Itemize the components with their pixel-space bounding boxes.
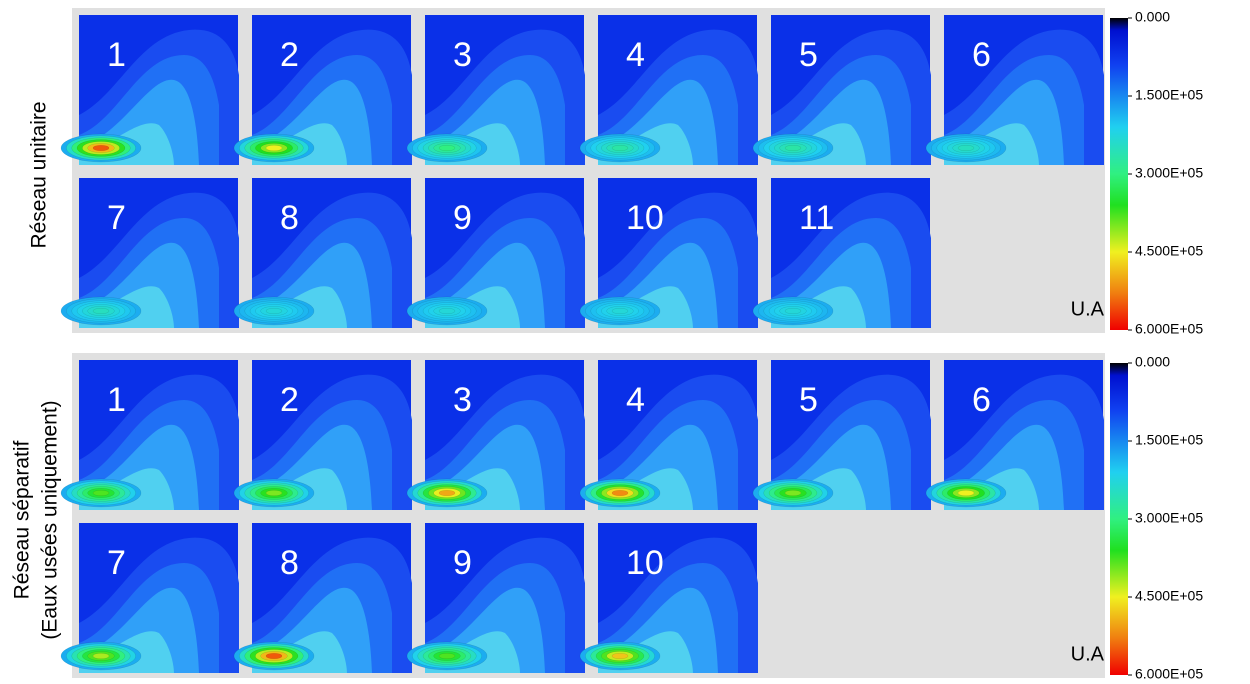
- row-label: Réseau séparatif: [11, 440, 34, 599]
- panel-number: 2: [280, 36, 299, 74]
- panel-number: 7: [107, 544, 126, 582]
- peak-spot: [265, 307, 283, 315]
- panel-number: 9: [453, 199, 472, 237]
- colorbar: [1110, 363, 1128, 675]
- colorbar-label: 1.500E+05: [1135, 87, 1203, 103]
- colorbar-label: 1.500E+05: [1135, 432, 1203, 448]
- row-label: (Eaux usées uniquement): [39, 400, 62, 639]
- colorbar-label: 6.000E+05: [1135, 666, 1203, 682]
- contour-panel: 6: [925, 15, 1104, 165]
- contour-panel: 1: [60, 15, 239, 165]
- peak-spot: [784, 144, 802, 152]
- colorbar-label: 0.000: [1135, 354, 1170, 370]
- panel-number: 4: [626, 381, 645, 419]
- panel-number: 10: [626, 544, 664, 582]
- panel-number: 6: [972, 381, 991, 419]
- contour-panel: 3: [406, 360, 585, 510]
- contour-panel: 3: [406, 15, 585, 165]
- peak-spot: [92, 489, 110, 497]
- panel-background: [72, 8, 1105, 333]
- peak-spot: [957, 144, 975, 152]
- contour-panel: 10: [579, 523, 758, 673]
- contour-panel: 4: [579, 360, 758, 510]
- colorbar-label: 3.000E+05: [1135, 510, 1203, 526]
- panel-number: 7: [107, 199, 126, 237]
- peak-spot: [265, 489, 283, 497]
- panel-number: 2: [280, 381, 299, 419]
- panel-number: 11: [799, 199, 834, 237]
- colorbar-label: 3.000E+05: [1135, 165, 1203, 181]
- panel-number: 6: [972, 36, 991, 74]
- peak-spot: [92, 652, 110, 660]
- unit-label: U.A: [1071, 298, 1105, 320]
- panel-number: 5: [799, 381, 818, 419]
- contour-panel: 7: [60, 523, 239, 673]
- panel-number: 10: [626, 199, 664, 237]
- panel-number: 1: [107, 36, 126, 74]
- contour-panel: 4: [579, 15, 758, 165]
- peak-spot: [611, 144, 629, 152]
- panel-number: 8: [280, 544, 299, 582]
- colorbar-label: 4.500E+05: [1135, 588, 1203, 604]
- contour-panel: 5: [752, 360, 931, 510]
- contour-panel: 2: [233, 15, 412, 165]
- panel-number: 8: [280, 199, 299, 237]
- peak-spot: [611, 307, 629, 315]
- peak-spot: [92, 307, 110, 315]
- panel-number: 1: [107, 381, 126, 419]
- panel-number: 9: [453, 544, 472, 582]
- contour-panel: 7: [60, 178, 239, 328]
- contour-panel: 2: [233, 360, 412, 510]
- panel-number: 4: [626, 36, 645, 74]
- peak-spot: [784, 307, 802, 315]
- panel-number: 3: [453, 36, 472, 74]
- peak-spot: [265, 652, 283, 660]
- colorbar-label: 6.000E+05: [1135, 321, 1203, 337]
- peak-spot: [438, 307, 456, 315]
- colorbar: [1110, 18, 1128, 330]
- unit-label: U.A: [1071, 643, 1105, 665]
- contour-panel: 9: [406, 178, 585, 328]
- colorbar-label: 4.500E+05: [1135, 243, 1203, 259]
- colorbar-label: 0.000: [1135, 9, 1170, 25]
- peak-spot: [438, 489, 456, 497]
- contour-panel: 8: [233, 523, 412, 673]
- peak-spot: [611, 489, 629, 497]
- peak-spot: [265, 144, 283, 152]
- peak-spot: [957, 489, 975, 497]
- peak-spot: [611, 652, 629, 660]
- peak-spot: [92, 144, 110, 152]
- contour-panel: 9: [406, 523, 585, 673]
- peak-spot: [438, 652, 456, 660]
- contour-panel: 6: [925, 360, 1104, 510]
- contour-panel: 5: [752, 15, 931, 165]
- contour-panel: 10: [579, 178, 758, 328]
- panel-background: [72, 353, 1105, 678]
- panel-number: 3: [453, 381, 472, 419]
- panel-number: 5: [799, 36, 818, 74]
- peak-spot: [438, 144, 456, 152]
- contour-panel: 1: [60, 360, 239, 510]
- contour-panel: 8: [233, 178, 412, 328]
- contour-panel: 11: [752, 178, 931, 328]
- row-label: Réseau unitaire: [28, 101, 51, 248]
- peak-spot: [784, 489, 802, 497]
